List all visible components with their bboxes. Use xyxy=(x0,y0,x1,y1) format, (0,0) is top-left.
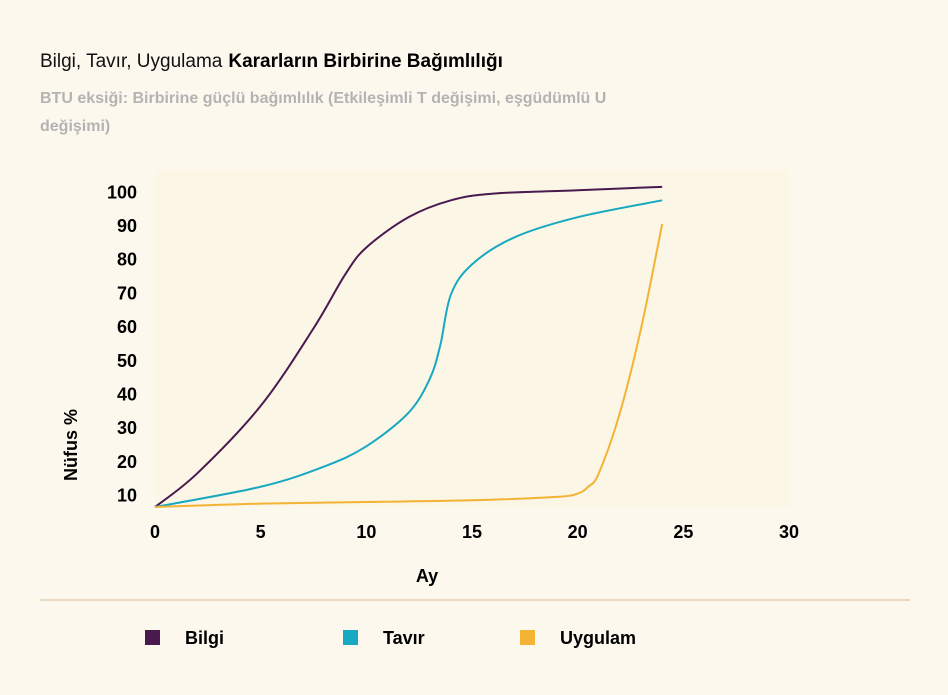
x-tick-label: 25 xyxy=(673,522,693,542)
y-tick-label: 20 xyxy=(117,452,137,472)
legend-swatch xyxy=(145,630,160,645)
y-tick-label: 60 xyxy=(117,317,137,337)
y-tick-label: 90 xyxy=(117,216,137,236)
y-axis-label: Nüfus % xyxy=(61,409,81,481)
y-tick-label: 50 xyxy=(117,351,137,371)
x-tick-label: 5 xyxy=(256,522,266,542)
line xyxy=(154,185,663,508)
y-tick-label: 80 xyxy=(117,250,137,270)
chart-title: Bilgi, Tavır, Uygulama Kararların Birbiri… xyxy=(40,51,503,72)
legend-swatch xyxy=(343,630,358,645)
subtitle: değişimi) xyxy=(40,118,110,135)
legend-label: Tavır xyxy=(383,628,425,648)
legend-label: Bilgi xyxy=(185,628,224,648)
legend-label: Uygulam xyxy=(560,628,636,648)
title-part: Bilgi, Tavır, Uygulama xyxy=(40,51,223,72)
plot-area xyxy=(155,170,789,507)
x-tick-label: 20 xyxy=(568,522,588,542)
subtitle: BTU eksiği: Birbirine güçlü bağımlılık (… xyxy=(40,90,606,107)
y-tick-label: 70 xyxy=(117,283,137,303)
y-tick-label: 10 xyxy=(117,486,137,506)
y-tick-label: 40 xyxy=(117,385,137,405)
y-tick-label: 30 xyxy=(117,418,137,438)
x-tick-label: 0 xyxy=(150,522,160,542)
line xyxy=(154,199,663,508)
x-tick-label: 15 xyxy=(462,522,482,542)
line xyxy=(154,223,664,508)
title-emphasis: Kararların Birbirine Bağımlılığı xyxy=(228,51,503,72)
legend-swatch xyxy=(520,630,535,645)
x-axis-label: Ay xyxy=(416,566,438,586)
y-tick-label: 100 xyxy=(107,182,137,202)
x-tick-label: 10 xyxy=(356,522,376,542)
x-tick-label: 30 xyxy=(779,522,799,542)
